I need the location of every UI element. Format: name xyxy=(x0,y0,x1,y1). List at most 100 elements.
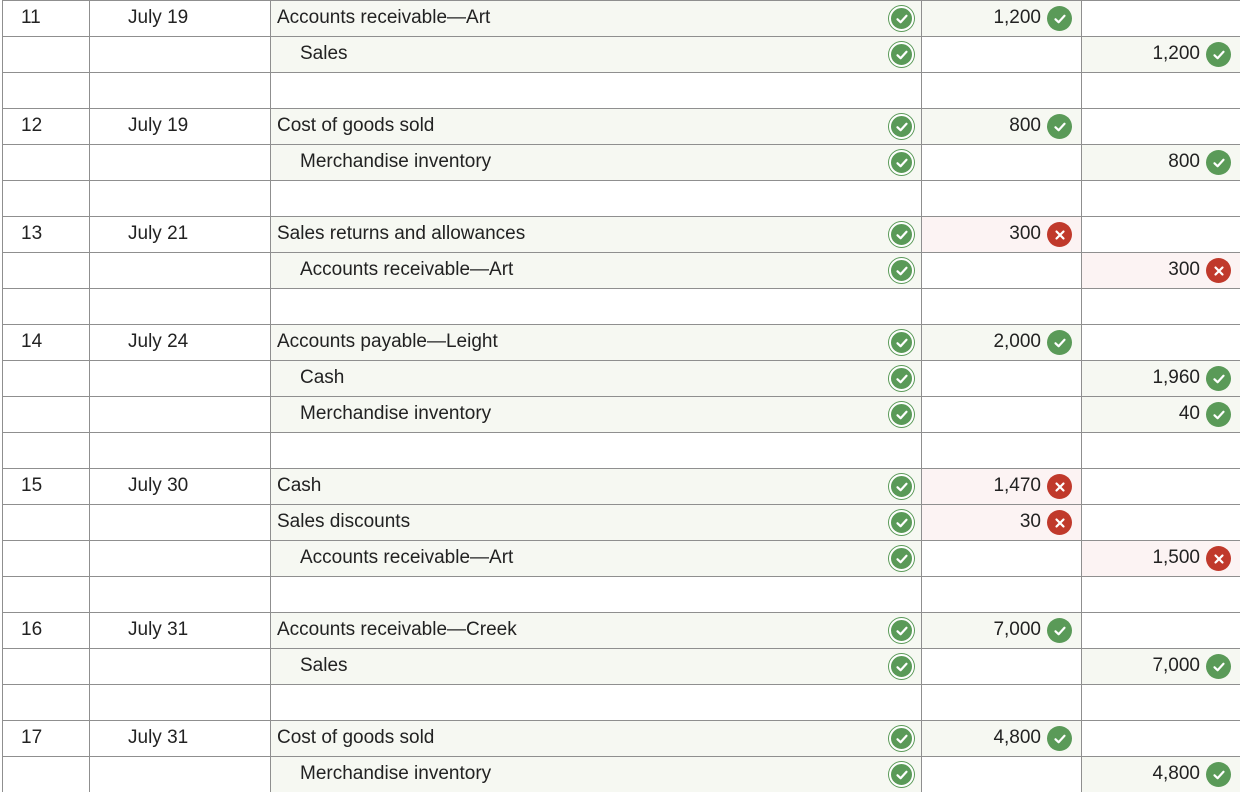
debit-cell[interactable]: 30 xyxy=(921,504,1081,540)
date-cell[interactable] xyxy=(89,288,270,324)
account-title-cell[interactable] xyxy=(270,180,921,216)
account-title-cell[interactable]: Merchandise inventory xyxy=(270,756,921,792)
journal-row: Sales 7,000 xyxy=(0,648,1240,684)
date-cell[interactable] xyxy=(89,180,270,216)
account-title-cell[interactable]: Sales returns and allowances xyxy=(270,216,921,252)
debit-cell[interactable] xyxy=(921,540,1081,576)
date-cell[interactable] xyxy=(89,360,270,396)
credit-cell[interactable] xyxy=(1081,576,1240,612)
date-cell[interactable] xyxy=(89,252,270,288)
account-title-cell[interactable]: Cost of goods sold xyxy=(270,108,921,144)
credit-cell[interactable]: 1,200 xyxy=(1081,36,1240,72)
credit-cell[interactable]: 7,000 xyxy=(1081,648,1240,684)
credit-cell[interactable] xyxy=(1081,504,1240,540)
debit-cell[interactable] xyxy=(921,36,1081,72)
date-cell[interactable]: July 31 xyxy=(89,720,270,756)
account-title-cell[interactable]: Sales xyxy=(270,36,921,72)
credit-cell[interactable] xyxy=(1081,432,1240,468)
date-cell[interactable] xyxy=(89,540,270,576)
date-cell[interactable]: July 24 xyxy=(89,324,270,360)
account-title-cell[interactable]: Accounts receivable—Art xyxy=(270,540,921,576)
date-cell[interactable] xyxy=(89,432,270,468)
transaction-number-cell: 13 xyxy=(2,216,89,252)
account-check-icon xyxy=(889,114,914,139)
date-cell[interactable] xyxy=(89,144,270,180)
account-title-cell[interactable] xyxy=(270,432,921,468)
date-cell[interactable] xyxy=(89,756,270,792)
debit-cell[interactable] xyxy=(921,288,1081,324)
debit-cell[interactable]: 2,000 xyxy=(921,324,1081,360)
account-title-cell[interactable] xyxy=(270,684,921,720)
debit-amount: 30 xyxy=(1019,511,1041,532)
account-title-cell[interactable]: Sales xyxy=(270,648,921,684)
debit-cell[interactable] xyxy=(921,648,1081,684)
credit-cell[interactable] xyxy=(1081,612,1240,648)
account-title-cell[interactable]: Accounts receivable—Art xyxy=(270,0,921,36)
debit-cell[interactable] xyxy=(921,252,1081,288)
account-title: Cash xyxy=(300,367,345,388)
credit-cell[interactable] xyxy=(1081,468,1240,504)
debit-cell[interactable]: 7,000 xyxy=(921,612,1081,648)
debit-cell[interactable] xyxy=(921,432,1081,468)
account-title-cell[interactable]: Cash xyxy=(270,360,921,396)
credit-cell[interactable] xyxy=(1081,720,1240,756)
account-title-cell[interactable]: Accounts receivable—Creek xyxy=(270,612,921,648)
debit-cell[interactable]: 300 xyxy=(921,216,1081,252)
transaction-number-cell xyxy=(2,648,89,684)
account-title-cell[interactable]: Accounts receivable—Art xyxy=(270,252,921,288)
date-cell[interactable] xyxy=(89,504,270,540)
date-cell[interactable] xyxy=(89,396,270,432)
date-cell[interactable]: July 21 xyxy=(89,216,270,252)
debit-cell[interactable] xyxy=(921,684,1081,720)
date-cell[interactable] xyxy=(89,72,270,108)
date-cell[interactable] xyxy=(89,576,270,612)
credit-cell[interactable] xyxy=(1081,180,1240,216)
debit-cell[interactable] xyxy=(921,396,1081,432)
debit-cell[interactable] xyxy=(921,360,1081,396)
credit-cell[interactable] xyxy=(1081,72,1240,108)
account-title: Merchandise inventory xyxy=(300,763,492,784)
account-title-cell[interactable]: Sales discounts xyxy=(270,504,921,540)
date-cell[interactable] xyxy=(89,36,270,72)
date-cell[interactable]: July 31 xyxy=(89,612,270,648)
debit-cell[interactable]: 4,800 xyxy=(921,720,1081,756)
account-title: Merchandise inventory xyxy=(300,151,492,172)
date-cell[interactable]: July 19 xyxy=(89,108,270,144)
credit-cell[interactable] xyxy=(1081,0,1240,36)
credit-cell[interactable]: 1,960 xyxy=(1081,360,1240,396)
credit-cell[interactable]: 800 xyxy=(1081,144,1240,180)
account-title-cell[interactable]: Merchandise inventory xyxy=(270,144,921,180)
journal-row: 11 July 19 Accounts receivable—Art 1,200 xyxy=(0,0,1240,36)
debit-cell[interactable]: 800 xyxy=(921,108,1081,144)
cross-icon xyxy=(1206,258,1231,283)
credit-cell[interactable] xyxy=(1081,324,1240,360)
credit-cell[interactable] xyxy=(1081,288,1240,324)
debit-cell[interactable] xyxy=(921,180,1081,216)
debit-cell[interactable]: 1,200 xyxy=(921,0,1081,36)
credit-cell[interactable]: 1,500 xyxy=(1081,540,1240,576)
credit-cell[interactable]: 300 xyxy=(1081,252,1240,288)
account-title-cell[interactable]: Merchandise inventory xyxy=(270,396,921,432)
debit-cell[interactable] xyxy=(921,756,1081,792)
debit-cell[interactable] xyxy=(921,144,1081,180)
credit-cell[interactable]: 4,800 xyxy=(1081,756,1240,792)
account-title-cell[interactable] xyxy=(270,72,921,108)
date-cell[interactable] xyxy=(89,684,270,720)
credit-cell[interactable] xyxy=(1081,108,1240,144)
account-title-cell[interactable] xyxy=(270,576,921,612)
check-icon xyxy=(1047,6,1072,31)
credit-cell[interactable] xyxy=(1081,216,1240,252)
credit-cell[interactable]: 40 xyxy=(1081,396,1240,432)
debit-cell[interactable] xyxy=(921,576,1081,612)
credit-cell[interactable] xyxy=(1081,684,1240,720)
date-cell[interactable]: July 19 xyxy=(89,0,270,36)
debit-amount: 7,000 xyxy=(993,619,1041,640)
date-cell[interactable]: July 30 xyxy=(89,468,270,504)
date-cell[interactable] xyxy=(89,648,270,684)
account-title-cell[interactable] xyxy=(270,288,921,324)
account-title-cell[interactable]: Accounts payable—Leight xyxy=(270,324,921,360)
account-title-cell[interactable]: Cost of goods sold xyxy=(270,720,921,756)
account-title-cell[interactable]: Cash xyxy=(270,468,921,504)
debit-cell[interactable]: 1,470 xyxy=(921,468,1081,504)
debit-cell[interactable] xyxy=(921,72,1081,108)
